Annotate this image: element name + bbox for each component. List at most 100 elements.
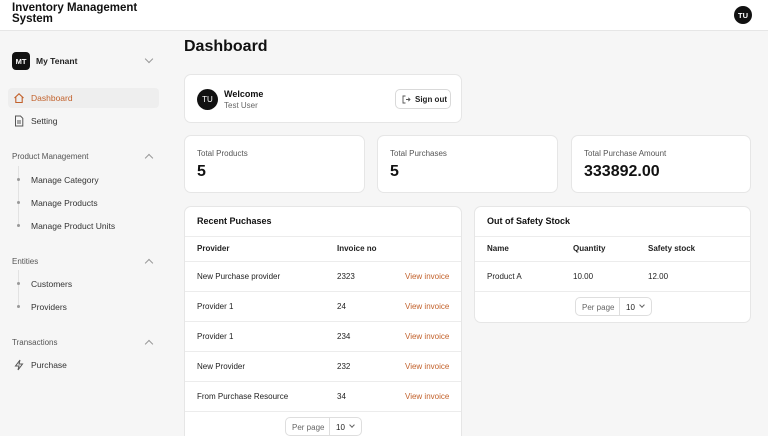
sign-out-button[interactable]: Sign out xyxy=(395,89,451,109)
table-row: Provider 1 24 View invoice xyxy=(185,291,461,321)
top-bar: Inventory Management System TU xyxy=(0,0,768,31)
view-invoice-link[interactable]: View invoice xyxy=(405,362,450,371)
bullet-icon xyxy=(17,178,20,181)
avatar: TU xyxy=(197,89,218,110)
cell-invoice: 24 xyxy=(337,302,346,311)
sidebar-item-setting[interactable]: Setting xyxy=(8,111,159,131)
lightning-icon xyxy=(14,359,24,371)
view-invoice-link[interactable]: View invoice xyxy=(405,332,450,341)
sidebar-item-label: Manage Product Units xyxy=(31,221,116,231)
per-page-label: Per page xyxy=(582,303,615,312)
per-page-value: 10 xyxy=(336,423,345,432)
stat-label: Total Products xyxy=(197,149,248,158)
cell-invoice: 232 xyxy=(337,362,351,371)
safety-stock-card: Out of Safety Stock Name Quantity Safety… xyxy=(474,206,751,323)
per-page-value: 10 xyxy=(626,303,635,312)
sidebar-item-manage-product-units[interactable]: Manage Product Units xyxy=(12,212,157,236)
table-row: New Provider 232 View invoice xyxy=(185,351,461,381)
sidebar-item-label: Manage Category xyxy=(31,175,99,185)
table-row: New Purchase provider 2323 View invoice xyxy=(185,261,461,291)
section-title-transactions[interactable]: Transactions xyxy=(12,338,58,347)
table-row: Product A 10.00 12.00 xyxy=(475,261,750,291)
tenant-switcher[interactable]: MT My Tenant xyxy=(12,52,157,70)
stat-value: 333892.00 xyxy=(584,163,660,180)
sidebar-item-label: Customers xyxy=(31,279,73,289)
sign-out-label: Sign out xyxy=(415,95,447,104)
column-header-name: Name xyxy=(487,244,509,253)
view-invoice-link[interactable]: View invoice xyxy=(405,392,450,401)
stat-card-total-products: Total Products 5 xyxy=(184,135,365,193)
tree-line xyxy=(18,293,19,308)
cell-provider: Provider 1 xyxy=(197,332,234,341)
column-header-safety-stock: Safety stock xyxy=(648,244,696,253)
chevron-up-icon[interactable] xyxy=(144,258,154,268)
column-header-quantity: Quantity xyxy=(573,244,606,253)
section-title-product-management[interactable]: Product Management xyxy=(12,152,89,161)
column-header-provider: Provider xyxy=(197,244,230,253)
cell-invoice: 2323 xyxy=(337,272,355,281)
cell-safety-stock: 12.00 xyxy=(648,272,669,281)
tenant-name: My Tenant xyxy=(36,56,78,66)
document-icon xyxy=(15,115,24,127)
welcome-title: Welcome xyxy=(224,89,264,99)
cell-invoice: 34 xyxy=(337,392,346,401)
divider xyxy=(329,418,330,435)
bullet-icon xyxy=(17,201,20,204)
view-invoice-link[interactable]: View invoice xyxy=(405,302,450,311)
table-row: From Purchase Resource 34 View invoice xyxy=(185,381,461,411)
recent-purchases-card: Recent Puchases Provider Invoice no New … xyxy=(184,206,462,436)
card-title: Recent Puchases xyxy=(197,216,272,226)
chevron-down-icon xyxy=(144,54,154,64)
stat-card-total-purchase-amount: Total Purchase Amount 333892.00 xyxy=(571,135,751,193)
table-footer: Per page 10 xyxy=(185,411,461,436)
per-page-select[interactable]: Per page 10 xyxy=(575,297,652,316)
app-title: Inventory Management System xyxy=(12,2,138,25)
cell-name: Product A xyxy=(487,272,522,281)
view-invoice-link[interactable]: View invoice xyxy=(405,272,450,281)
bullet-icon xyxy=(17,282,20,285)
chevron-up-icon[interactable] xyxy=(144,153,154,163)
sidebar-item-providers[interactable]: Providers xyxy=(12,293,157,317)
sidebar-item-manage-products[interactable]: Manage Products xyxy=(12,189,157,216)
chevron-down-icon xyxy=(639,302,645,308)
stat-card-total-purchases: Total Purchases 5 xyxy=(377,135,558,193)
divider xyxy=(619,298,620,315)
column-header-invoice: Invoice no xyxy=(337,244,377,253)
bullet-icon xyxy=(17,224,20,227)
table-footer: Per page 10 xyxy=(475,291,750,322)
welcome-card: TU Welcome Test User Sign out xyxy=(184,74,462,123)
table-row: Provider 1 234 View invoice xyxy=(185,321,461,351)
sidebar-item-label: Manage Products xyxy=(31,198,98,208)
cell-invoice: 234 xyxy=(337,332,351,341)
card-title: Out of Safety Stock xyxy=(487,216,571,226)
page-title: Dashboard xyxy=(184,38,268,55)
section-title-entities[interactable]: Entities xyxy=(12,257,39,266)
sidebar-item-manage-category[interactable]: Manage Category xyxy=(12,166,157,193)
sidebar-item-label: Purchase xyxy=(31,360,67,370)
tenant-badge: MT xyxy=(12,52,30,70)
stat-value: 5 xyxy=(390,163,399,180)
cell-provider: Provider 1 xyxy=(197,302,234,311)
sidebar-item-customers[interactable]: Customers xyxy=(12,270,157,297)
stat-label: Total Purchases xyxy=(390,149,447,158)
cell-provider: New Purchase provider xyxy=(197,272,281,281)
divider xyxy=(185,236,461,237)
user-avatar[interactable]: TU xyxy=(734,6,752,24)
cell-quantity: 10.00 xyxy=(573,272,594,281)
per-page-label: Per page xyxy=(292,423,325,432)
tree-line xyxy=(18,212,19,227)
chevron-up-icon[interactable] xyxy=(144,339,154,349)
stat-label: Total Purchase Amount xyxy=(584,149,667,158)
sign-out-icon xyxy=(402,95,411,104)
bullet-icon xyxy=(17,305,20,308)
sidebar-item-label: Providers xyxy=(31,302,67,312)
home-icon xyxy=(14,93,24,104)
welcome-user-name: Test User xyxy=(224,101,258,110)
cell-provider: New Provider xyxy=(197,362,246,371)
sidebar-item-dashboard[interactable]: Dashboard xyxy=(8,88,159,108)
stat-value: 5 xyxy=(197,163,206,180)
per-page-select[interactable]: Per page 10 xyxy=(285,417,362,436)
sidebar-item-purchase[interactable]: Purchase xyxy=(8,355,159,375)
chevron-down-icon xyxy=(349,422,355,428)
divider xyxy=(475,236,750,237)
